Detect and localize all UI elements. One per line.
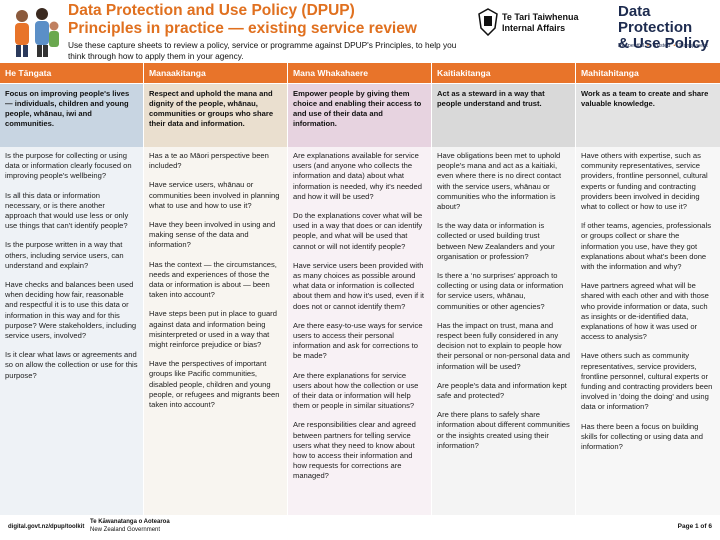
page-number: Page 1 of 6 [677, 523, 712, 530]
question: Have others such as community representa… [581, 351, 713, 412]
principle-column: Mahitahitanga Work as a team to create an… [576, 63, 720, 515]
crest [478, 8, 498, 36]
brand-logo: Data Protection & Use Policy [618, 4, 720, 52]
column-header: Kaitiakitanga [432, 63, 575, 83]
column-header: Mana Whakahaere [288, 63, 431, 83]
question-list: Are explanations available for service u… [288, 147, 431, 515]
question-list: Have obligations been met to uphold peop… [432, 147, 575, 515]
question: Has a te ao Māori perspective been inclu… [149, 151, 269, 171]
question: Are explanations available for service u… [293, 151, 422, 201]
brand-value: Transparent [678, 43, 708, 49]
question: If other teams, agencies, professionals … [581, 221, 712, 272]
question: Is the way data or information is collec… [437, 221, 555, 261]
question: Have the perspectives of important group… [149, 359, 280, 410]
question: Have they been involved in using and mak… [149, 220, 276, 250]
question: Are there plans to safely share informat… [437, 410, 570, 450]
question-list: Have others with expertise, such as comm… [576, 147, 720, 515]
gov-logo: Te Kāwanatanga o Aotearoa New Zealand Go… [90, 518, 170, 534]
column-header: Mahitahitanga [576, 63, 720, 83]
separator-dot: • [647, 43, 649, 49]
question: Have obligations been met to uphold peop… [437, 151, 562, 212]
question: Has the impact on trust, mana and respec… [437, 320, 570, 371]
principle-column: Kaitiakitanga Act as a steward in a way t… [432, 63, 576, 515]
principle-statement: Work as a team to create and share valua… [576, 83, 720, 147]
separator-dot: • [673, 43, 676, 49]
question: Have checks and balances been used when … [5, 280, 137, 341]
question: Do the explanations cover what will be u… [293, 211, 423, 251]
principle-statement: Focus on improving people's lives — indi… [0, 83, 143, 147]
question: Is the purpose written in a way that oth… [5, 240, 124, 270]
principle-statement: Act as a steward in a way that people un… [432, 83, 575, 147]
principle-statement: Respect and uphold the mana and dignity … [144, 83, 287, 147]
question: Have partners agreed what will be shared… [581, 281, 709, 342]
gov-name: Te Kāwanatanga o Aotearoa [90, 519, 170, 525]
brand-name: Data Protection [618, 3, 693, 36]
subtitle: Use these capture sheets to review a pol… [68, 40, 457, 61]
question: Is it clear what laws or agreements and … [5, 350, 138, 380]
title: Principles in practice — existing servic… [68, 20, 417, 37]
agency-name: Internal Affairs [502, 23, 566, 33]
question: Have service users been provided with as… [293, 260, 425, 311]
title: Data Protection and Use Policy (DPUP) [68, 2, 355, 19]
agency-name: Te Tari Taiwhenua [502, 12, 579, 22]
agency-logo: Te Tari Taiwhenua Internal Affairs [502, 12, 579, 34]
principle-statement: Empower people by giving them choice and… [288, 83, 431, 147]
question: Have service users, whānau or communitie… [149, 180, 280, 210]
principle-column: He Tāngata Focus on improving people's li… [0, 63, 144, 515]
principle-column: Mana Whakahaere Empower people by giving … [288, 63, 432, 515]
question-list: Is the purpose for collecting or using d… [0, 147, 143, 515]
question: Is the purpose for collecting or using d… [5, 151, 132, 181]
question: Have others with expertise, such as comm… [581, 151, 708, 212]
column-header: Manaakitanga [144, 63, 287, 83]
principles-table: He Tāngata Focus on improving people's li… [0, 63, 720, 515]
question: Are there easy-to-use ways for service u… [293, 320, 423, 361]
column-header: He Tāngata [0, 63, 143, 83]
tagline: Respectful • Trusted • Transparent [618, 43, 708, 49]
question: Is all this data or information necessar… [5, 190, 129, 231]
question: Has the context — the circumstances, nee… [149, 259, 277, 300]
question-list: Has a te ao Māori perspective been inclu… [144, 147, 287, 515]
footer-url: digital.govt.nz/dpup/toolkit [8, 524, 85, 530]
question: Is there a ‘no surprises’ approach to co… [437, 271, 564, 311]
question: Have steps been put in place to guard ag… [149, 309, 277, 350]
brand-name: & Use Policy [618, 35, 709, 52]
question: Has there been a focus on building skill… [581, 421, 703, 452]
question: Are there explanations for service users… [293, 370, 419, 411]
gov-name: New Zealand Government [90, 527, 161, 533]
question: Are responsibilities clear and agreed be… [293, 420, 416, 481]
question: Are people's data and information kept s… [437, 380, 567, 401]
principle-column: Manaakitanga Respect and uphold the mana … [144, 63, 288, 515]
brand-value: Trusted [651, 43, 671, 49]
people-illustration [15, 8, 59, 57]
brand-value: Respectful [618, 43, 644, 49]
